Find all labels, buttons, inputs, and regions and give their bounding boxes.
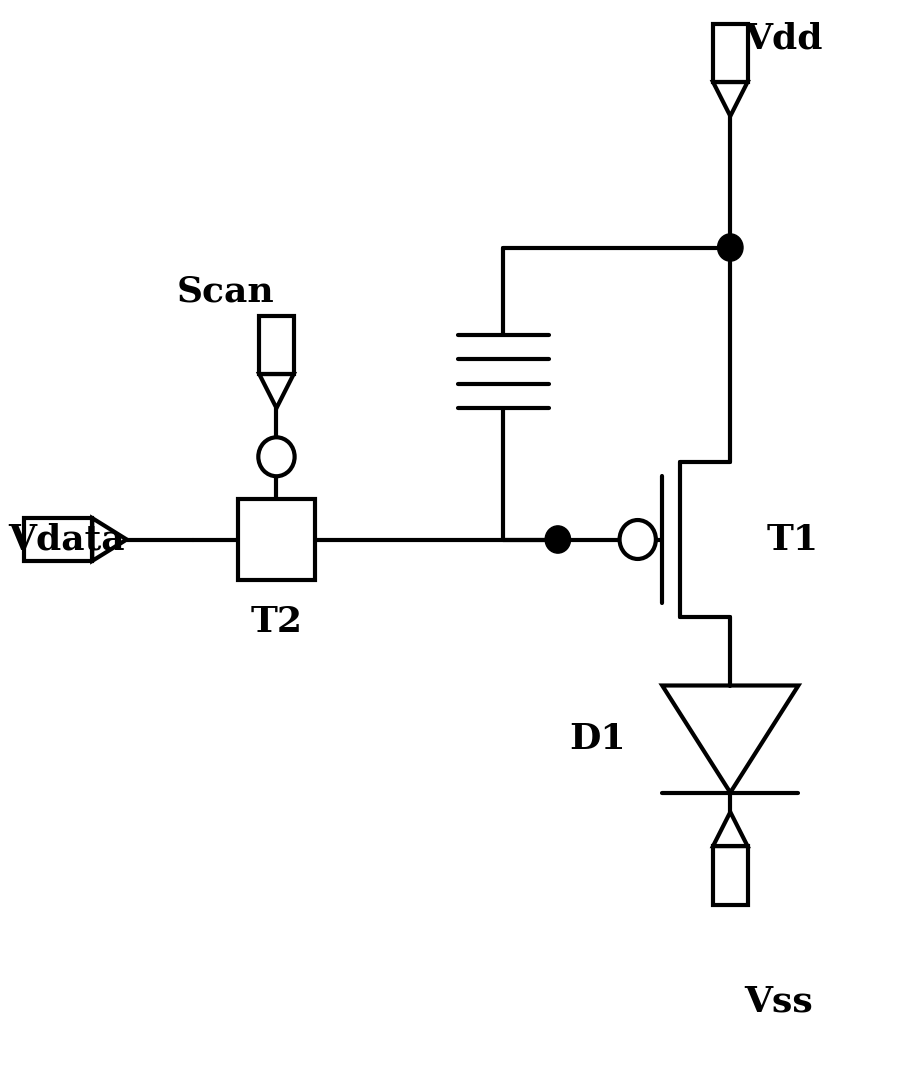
Circle shape [619,520,656,559]
Text: T2: T2 [250,605,302,639]
Text: Vss: Vss [744,985,812,1019]
Bar [238,498,314,581]
Circle shape [258,437,295,476]
Bar [713,846,747,904]
Text: T1: T1 [767,522,819,557]
Circle shape [717,234,743,261]
Text: Vdd: Vdd [744,22,823,55]
Text: D1: D1 [569,722,626,756]
Bar [713,24,747,82]
Bar [259,316,294,374]
Text: Scan: Scan [177,274,275,309]
Circle shape [545,525,571,554]
Bar [24,518,93,561]
Text: Vdata: Vdata [9,522,125,557]
